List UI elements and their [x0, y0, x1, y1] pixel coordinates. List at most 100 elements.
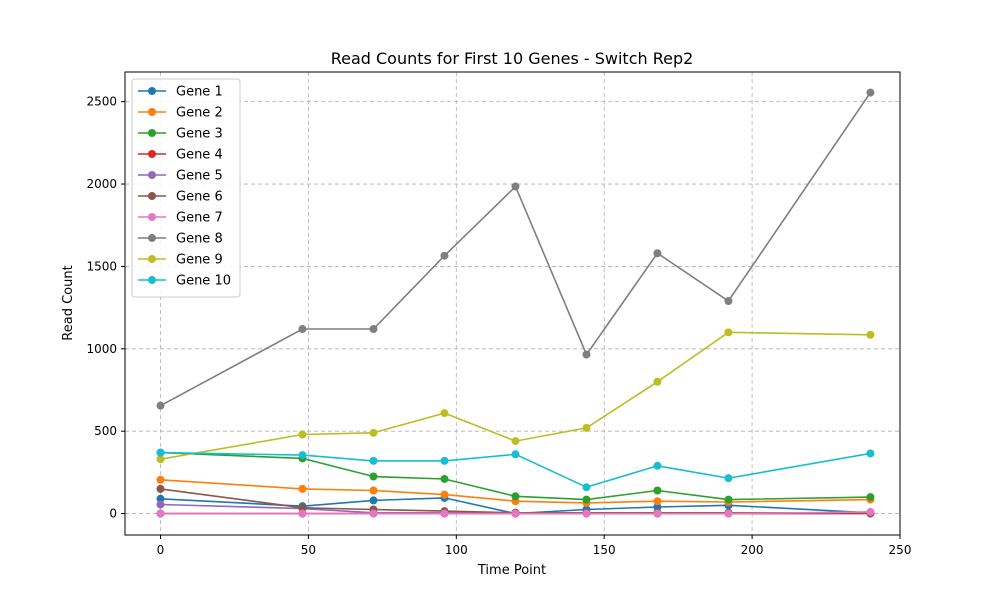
series-lines [156, 88, 875, 518]
x-tick-label: 150 [593, 543, 616, 557]
data-point [440, 474, 449, 483]
data-point [298, 430, 307, 439]
data-point [724, 297, 733, 306]
legend-item: Gene 10 [138, 274, 231, 289]
data-point [298, 509, 307, 518]
series-10 [156, 448, 875, 492]
x-tick-label: 250 [889, 543, 912, 557]
series-9 [156, 328, 875, 464]
data-point [653, 486, 662, 495]
data-point [653, 502, 662, 511]
series-8 [156, 88, 875, 410]
data-point [653, 497, 662, 506]
data-point [724, 509, 733, 518]
data-point [440, 509, 449, 518]
legend-label: Gene 3 [176, 127, 223, 142]
data-point [866, 507, 875, 516]
data-point [440, 456, 449, 465]
data-point [511, 450, 520, 459]
data-point [369, 509, 378, 518]
legend-swatch-marker [148, 171, 156, 179]
data-point [511, 437, 520, 446]
data-point [298, 503, 307, 512]
legend-swatch-marker [148, 108, 156, 116]
y-tick-label: 2000 [86, 177, 117, 191]
y-tick-label: 1000 [86, 342, 117, 356]
y-axis-label: Read Count [61, 265, 76, 340]
data-point [369, 496, 378, 505]
legend-label: Gene 1 [176, 85, 223, 100]
x-tick-label: 100 [445, 543, 468, 557]
data-point [866, 449, 875, 458]
data-point [511, 182, 520, 191]
data-point [653, 509, 662, 518]
data-point [582, 423, 591, 432]
series-line [160, 92, 872, 407]
data-point [724, 474, 733, 483]
legend-label: Gene 5 [176, 169, 223, 184]
y-tick-label: 0 [109, 507, 117, 521]
legend-swatch-marker [148, 255, 156, 263]
data-point [866, 330, 875, 339]
legend-item: Gene 7 [138, 211, 223, 226]
legend-label: Gene 6 [176, 190, 223, 205]
grid-lines [125, 72, 901, 535]
legend-label: Gene 2 [176, 106, 223, 121]
data-point [511, 509, 520, 518]
data-point [511, 492, 520, 501]
y-tick-label: 2500 [86, 95, 117, 109]
data-point [582, 495, 591, 504]
data-point [369, 472, 378, 481]
data-point [653, 461, 662, 470]
legend-item: Gene 1 [138, 85, 223, 100]
legend-item: Gene 8 [138, 232, 223, 247]
legend-label: Gene 7 [176, 211, 223, 226]
data-point [653, 377, 662, 386]
data-point [582, 350, 591, 359]
legend: Gene 1 Gene 2 Gene 3 Gene 4 Gene 5 Gene 6 Gene… [131, 78, 241, 298]
legend-swatch-marker [148, 129, 156, 137]
legend-swatch-marker [148, 234, 156, 242]
legend-item: Gene 9 [138, 253, 223, 268]
plot-area-frame [124, 71, 901, 536]
legend-item: Gene 3 [138, 127, 223, 142]
data-point [298, 325, 307, 334]
data-point [653, 249, 662, 258]
data-point [582, 509, 591, 518]
y-tick-label: 1500 [86, 259, 117, 273]
legend-swatch-marker [148, 150, 156, 158]
legend-label: Gene 9 [176, 253, 223, 268]
legend-item: Gene 6 [138, 190, 223, 205]
legend-swatch-marker [148, 213, 156, 221]
legend-item: Gene 2 [138, 106, 223, 121]
data-point [369, 325, 378, 334]
data-point [369, 486, 378, 495]
legend-swatch-marker [148, 192, 156, 200]
data-point [866, 493, 875, 502]
legend-label: Gene 8 [176, 232, 223, 247]
legend-label: Gene 4 [176, 148, 223, 163]
data-point [298, 484, 307, 493]
data-point [582, 483, 591, 492]
legend-label: Gene 10 [176, 274, 231, 289]
x-tick-label: 50 [301, 543, 316, 557]
x-tick-label: 200 [741, 543, 764, 557]
data-point [369, 428, 378, 437]
data-point [156, 509, 165, 518]
data-point [298, 451, 307, 460]
series-7 [156, 507, 875, 518]
data-point [440, 409, 449, 418]
data-point [866, 88, 875, 97]
x-tick-label: 0 [157, 543, 165, 557]
data-point [156, 475, 165, 484]
legend-item: Gene 4 [138, 148, 223, 163]
data-point [369, 456, 378, 465]
data-point [440, 251, 449, 260]
data-point [156, 484, 165, 493]
legend-swatch-marker [148, 276, 156, 284]
data-point [440, 490, 449, 499]
data-point [724, 495, 733, 504]
data-point [156, 500, 165, 509]
legend-item: Gene 5 [138, 169, 223, 184]
